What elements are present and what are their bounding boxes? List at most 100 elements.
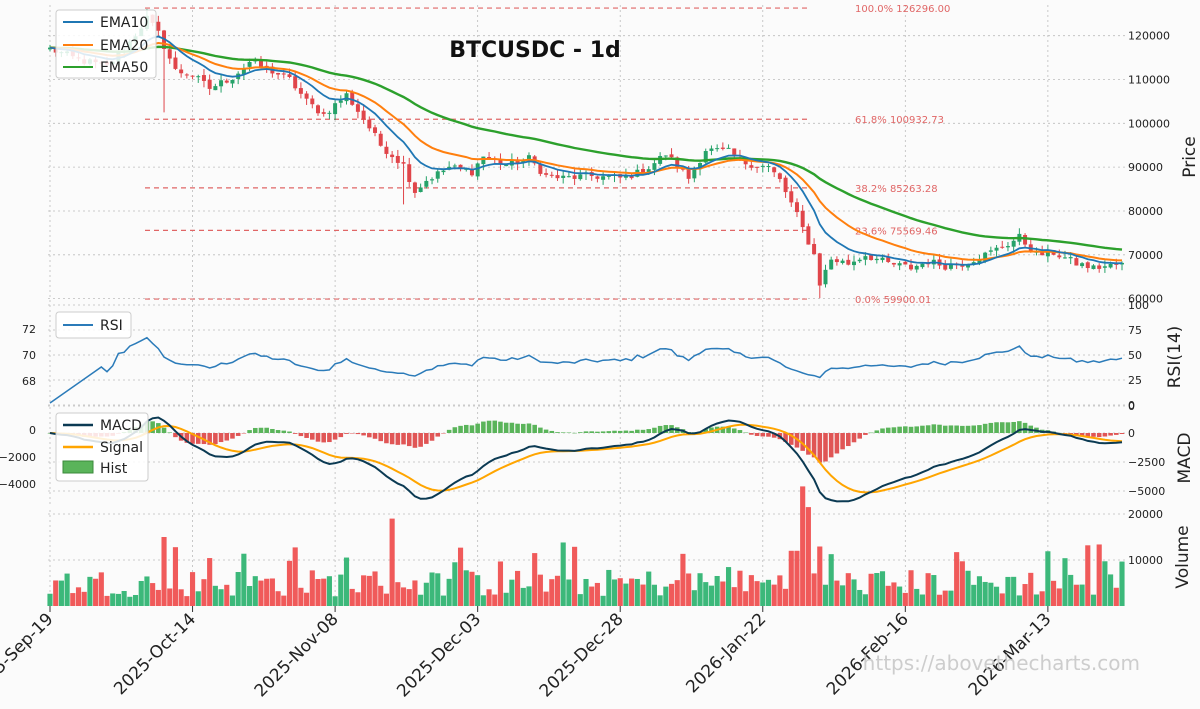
macd-hist-bar (635, 429, 640, 433)
candle-body (846, 259, 851, 265)
volume-bar (634, 578, 640, 606)
volume-bar (172, 547, 179, 606)
macd-hist-bar (406, 433, 412, 447)
candle-body (327, 112, 332, 114)
candle-body (1005, 246, 1010, 248)
macd-hist-bar (241, 433, 247, 434)
volume-bar (851, 579, 857, 606)
macd-hist-bar (213, 433, 218, 445)
volume-bar (788, 550, 794, 606)
price-tick-label: 60000 (1128, 293, 1163, 306)
macd-hist-bar (663, 425, 669, 433)
rsi-tick-label: 100 (1128, 299, 1149, 312)
macd-hist-bar (612, 430, 617, 433)
macd-hist-bar (270, 428, 275, 433)
candle-body (384, 146, 389, 154)
volume-bar (822, 584, 829, 606)
candle-body (287, 74, 292, 77)
volume-bar (70, 593, 76, 606)
volume-bar (275, 591, 281, 606)
volume-bar (817, 546, 823, 606)
candle-body (412, 182, 417, 193)
candle-body (971, 262, 976, 264)
macd-hist-bar (247, 430, 252, 433)
volume-bar (150, 583, 156, 606)
macd-hist-bar (617, 430, 623, 433)
macd-hist-bar (1079, 433, 1085, 437)
volume-bar (463, 570, 469, 606)
candle-body (1040, 251, 1045, 256)
macd-hist-bar (327, 433, 332, 443)
macd-hist-bar (874, 430, 880, 433)
macd-hist-bar (857, 433, 862, 439)
candle-body (441, 170, 446, 173)
volume-bar (600, 595, 606, 606)
macd-hist-bar (652, 427, 657, 433)
macd-hist-bar (1011, 421, 1016, 433)
macd-hist-bar (526, 423, 532, 433)
macd-hist-bar (463, 424, 469, 433)
candle-body (755, 166, 760, 168)
candle-body (469, 169, 474, 176)
macd-hist-bar (424, 433, 429, 444)
volume-bar (281, 595, 287, 606)
volume-bar (1068, 574, 1074, 606)
volume-bar (144, 576, 150, 606)
candle-body (1074, 258, 1079, 266)
macd-hist-bar (840, 433, 845, 450)
volume-bar (1005, 576, 1011, 606)
volume-bar (828, 554, 834, 606)
fib-label: 38.2% 85263.28 (855, 184, 938, 195)
volume-bar (224, 584, 230, 606)
candle-body (504, 165, 509, 167)
candle-body (578, 174, 583, 180)
candle-body (424, 180, 429, 187)
macd-hist-bar (235, 433, 241, 436)
candle-body (544, 173, 549, 175)
volume-bar (115, 593, 121, 606)
macd-hist-bar (589, 431, 594, 433)
candle-body (304, 93, 309, 99)
volume-bar (668, 583, 675, 606)
candle-body (852, 261, 856, 266)
volume-bar (857, 589, 863, 606)
volume-bar (98, 572, 104, 606)
volume-bar (760, 582, 766, 606)
macd-hist-bar (629, 430, 634, 433)
macd-hist-bar (412, 433, 418, 448)
macd-hist-bar (800, 433, 805, 451)
macd-hist-bar (195, 433, 201, 444)
volume-bar (971, 584, 977, 606)
macd-hist-bar (948, 425, 954, 433)
volume-bar (771, 584, 777, 606)
candle-body (395, 155, 400, 163)
volume-bar (919, 594, 925, 606)
price-tick-label: 70000 (1128, 249, 1163, 262)
volume-bar (132, 594, 139, 606)
volume-bar (406, 589, 412, 606)
volume-bar (509, 579, 515, 606)
candle-body (1057, 255, 1062, 258)
volume-bar (47, 593, 53, 606)
volume-bar (423, 582, 429, 606)
candle-body (698, 162, 703, 170)
candle-body (293, 76, 298, 89)
macd-hist-bar (931, 424, 937, 433)
candle-body (555, 175, 560, 179)
price-tick-label: 80000 (1128, 205, 1163, 218)
volume-tick-label: 20000 (1128, 508, 1163, 521)
volume-bar (446, 578, 452, 606)
macd-hist-bar (361, 433, 366, 436)
macd-left-tick-label: −4000 (0, 478, 36, 491)
macd-hist-bar (623, 430, 629, 433)
candle-body (709, 148, 714, 151)
macd-left-tick-label: −2000 (0, 451, 36, 464)
volume-bar (765, 579, 772, 606)
macd-hist-bar (230, 433, 235, 439)
x-tick-label: 2025-Sep-19 (0, 609, 58, 700)
volume-bar (366, 575, 372, 606)
macd-hist-bar (349, 433, 355, 434)
candle-body (201, 75, 206, 81)
volume-bar (1051, 580, 1057, 606)
price-tick-label: 120000 (1128, 30, 1170, 43)
